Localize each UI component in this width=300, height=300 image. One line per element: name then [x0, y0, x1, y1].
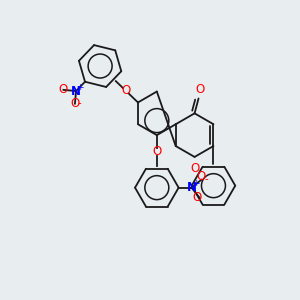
Text: N: N [187, 181, 196, 194]
Text: -: - [78, 98, 82, 108]
Text: O: O [59, 83, 68, 96]
Text: O: O [121, 84, 130, 97]
Text: +: + [192, 179, 199, 188]
Text: N: N [71, 85, 81, 98]
Text: +: + [76, 82, 84, 91]
Text: O: O [152, 146, 161, 158]
Text: O: O [197, 170, 206, 183]
Text: O: O [195, 82, 204, 95]
Text: O: O [193, 191, 202, 204]
Text: -: - [205, 174, 208, 184]
Text: O: O [190, 162, 199, 175]
Text: O: O [70, 97, 80, 110]
